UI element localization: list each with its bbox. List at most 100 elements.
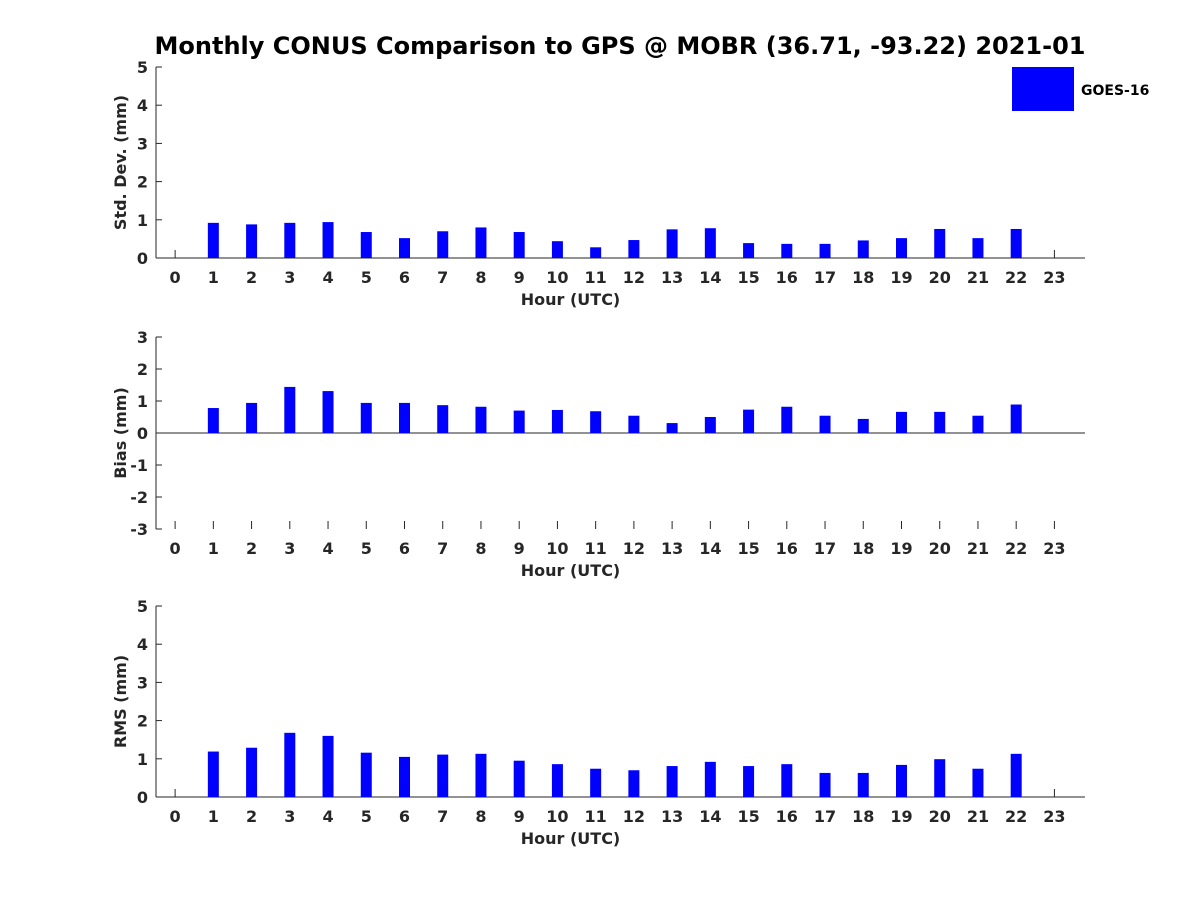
rms-bar-hour-11 [590,768,602,797]
std-dev-x-tick-label: 19 [890,268,912,287]
std-dev-bar-hour-2 [246,224,258,258]
std-dev-x-tick-label: 11 [585,268,607,287]
std-dev-x-tick-label: 0 [170,268,181,287]
bias-bar-hour-8 [475,406,487,433]
rms-bar-hour-19 [895,764,907,797]
std-dev-bar-hour-10 [551,241,563,258]
rms-bar-hour-22 [1010,753,1022,797]
std-dev-x-tick-label: 13 [661,268,683,287]
rms-bar-hour-9 [513,760,525,797]
rms-y-tick-label: 5 [137,597,148,616]
bias-x-tick-label: 7 [437,539,448,558]
rms-x-tick-label: 1 [208,807,219,826]
std-dev-bar-hour-11 [590,247,602,258]
bias-y-tick-label: -1 [130,456,148,475]
bias-x-tick-label: 3 [284,539,295,558]
std-dev-y-axis-label: Std. Dev. (mm) [111,95,130,230]
bias-x-tick-label: 15 [737,539,759,558]
std-dev-bar-hour-4 [322,222,334,258]
bias-x-tick-label: 0 [170,539,181,558]
rms-x-axis-label: Hour (UTC) [521,829,621,848]
std-dev-x-tick-label: 20 [929,268,951,287]
std-dev-x-tick-label: 17 [814,268,836,287]
rms-bar-hour-10 [551,764,563,797]
bias-x-tick-label: 18 [852,539,874,558]
std-dev-x-tick-label: 6 [399,268,410,287]
rms-bar-hour-20 [934,759,946,797]
rms-x-tick-label: 17 [814,807,836,826]
bias-x-tick-label: 17 [814,539,836,558]
std-dev-bar-hour-16 [781,243,793,258]
bias-x-tick-label: 11 [585,539,607,558]
bias-bar-hour-19 [895,411,907,433]
bias-bar-hour-3 [284,386,296,433]
rms-x-tick-label: 22 [1005,807,1027,826]
rms-x-tick-label: 21 [967,807,989,826]
rms-x-tick-label: 16 [776,807,798,826]
rms-bar-hour-21 [972,768,984,797]
std-dev-x-tick-label: 15 [737,268,759,287]
bias-x-axis-label: Hour (UTC) [521,561,621,580]
bias-y-tick-label: 3 [137,328,148,347]
std-dev-y-tick-label: 3 [137,134,148,153]
std-dev-x-tick-label: 7 [437,268,448,287]
bias-y-tick-label: 0 [137,424,148,443]
std-dev-x-tick-label: 1 [208,268,219,287]
rms-y-tick-label: 4 [137,635,148,654]
std-dev-x-axis-label: Hour (UTC) [521,290,621,309]
bias-x-tick-label: 14 [699,539,721,558]
rms-x-tick-label: 20 [929,807,951,826]
bias-bar-hour-12 [628,415,640,433]
bias-x-tick-label: 2 [246,539,257,558]
rms-bar-hour-5 [360,752,372,797]
std-dev-y-tick-label: 5 [137,58,148,77]
rms-y-axis-label: RMS (mm) [111,655,130,748]
std-dev-bar-hour-22 [1010,228,1022,258]
rms-bar-hour-1 [207,751,219,797]
std-dev-y-tick-label: 1 [137,211,148,230]
std-dev-bar-hour-6 [398,238,410,258]
std-dev-x-tick-label: 18 [852,268,874,287]
rms-bar-hour-7 [437,754,449,797]
std-dev-bar-hour-18 [857,240,869,258]
std-dev-bar-hour-5 [360,232,372,258]
std-dev-bar-hour-21 [972,238,984,258]
std-dev-bar-hour-14 [704,228,716,258]
bias-x-tick-label: 8 [475,539,486,558]
bias-x-tick-label: 19 [890,539,912,558]
rms-x-tick-label: 5 [361,807,372,826]
rms-bar-hour-8 [475,753,487,797]
rms-x-tick-label: 11 [585,807,607,826]
std-dev-x-tick-label: 14 [699,268,721,287]
rms-x-tick-label: 10 [546,807,568,826]
rms-bar-hour-12 [628,770,640,797]
bias-x-tick-label: 1 [208,539,219,558]
bias-bar-hour-22 [1010,404,1022,433]
rms-x-tick-label: 4 [322,807,333,826]
std-dev-bar-hour-19 [895,238,907,258]
std-dev-bar-hour-1 [207,222,219,258]
bias-bar-hour-5 [360,402,372,433]
legend-swatch [1012,67,1074,111]
std-dev-x-tick-label: 21 [967,268,989,287]
rms-bar-hour-17 [819,772,831,797]
rms-bar-hour-14 [704,761,716,797]
bias-x-tick-label: 5 [361,539,372,558]
rms-y-tick-label: 1 [137,750,148,769]
rms-bar-hour-16 [781,764,793,797]
bias-bar-hour-16 [781,406,793,433]
bias-bar-hour-7 [437,405,449,433]
bias-x-tick-label: 21 [967,539,989,558]
std-dev-bar-hour-20 [934,228,946,258]
rms-x-tick-label: 18 [852,807,874,826]
rms-bar-hour-15 [743,766,755,797]
rms-y-tick-label: 2 [137,712,148,731]
bias-bar-hour-10 [551,409,563,433]
std-dev-x-tick-label: 5 [361,268,372,287]
bias-bar-hour-1 [207,408,219,433]
bias-bar-hour-21 [972,415,984,433]
std-dev-x-tick-label: 4 [322,268,333,287]
rms-x-tick-label: 15 [737,807,759,826]
